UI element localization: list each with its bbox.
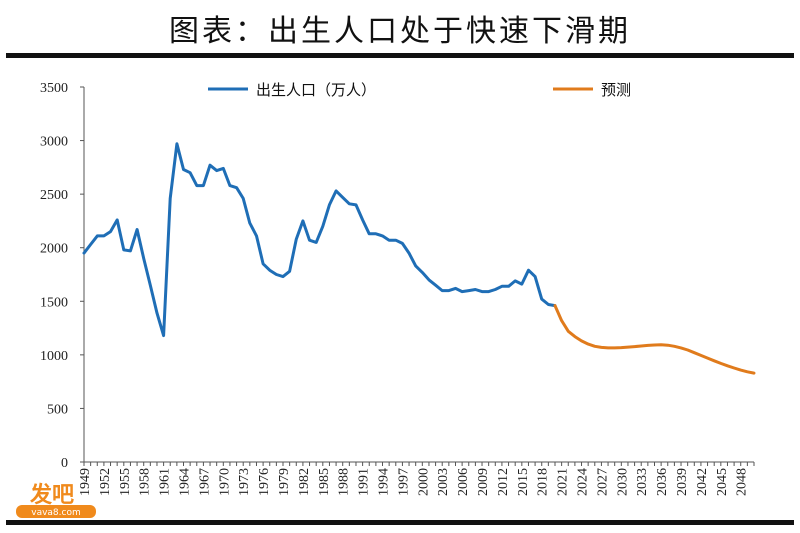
y-tick-label: 0 <box>61 456 68 471</box>
y-tick-label: 1000 <box>40 349 68 364</box>
watermark-site: vava8.com <box>31 508 81 518</box>
y-tick-label: 2000 <box>40 242 68 257</box>
series-forecast-line <box>553 304 756 375</box>
x-tick-label: 1961 <box>158 468 173 496</box>
watermark-badge <box>16 505 96 518</box>
legend-label-forecast: 预测 <box>601 81 631 99</box>
x-tick-label: 2012 <box>496 468 511 496</box>
watermark-logo: 发吧 vava8.com <box>16 482 96 518</box>
y-tick-label: 3500 <box>40 81 68 96</box>
x-tick-label: 1994 <box>377 468 392 496</box>
x-tick-label: 1973 <box>237 468 252 496</box>
x-tick-label: 1955 <box>118 468 133 496</box>
x-tick-label: 1997 <box>396 468 411 496</box>
chart-title: 图表：出生人口处于快速下滑期 <box>169 14 631 49</box>
x-tick-label: 2000 <box>416 468 431 496</box>
x-tick-label: 1985 <box>317 468 332 496</box>
top-rule <box>6 53 794 58</box>
x-tick-label: 1952 <box>98 468 113 496</box>
x-tick-label: 2030 <box>615 468 630 496</box>
y-tick-label: 2500 <box>40 188 68 203</box>
legend: 出生人口（万人） 预测 <box>208 81 631 99</box>
x-tick-label: 2027 <box>595 468 610 496</box>
bottom-rule <box>6 520 794 525</box>
x-tick-label: 1988 <box>337 468 352 496</box>
y-tick-label: 1500 <box>40 295 68 310</box>
series-lines <box>82 142 756 375</box>
y-tick-label: 3000 <box>40 135 68 150</box>
x-tick-label: 2039 <box>675 468 690 496</box>
series-actual-line <box>82 142 557 338</box>
x-tick-label: 1958 <box>138 468 153 496</box>
x-tick-label: 1967 <box>197 468 212 496</box>
x-tick-label: 2015 <box>516 468 531 496</box>
x-tick-label: 2036 <box>655 468 670 496</box>
x-tick-label: 1982 <box>297 468 312 496</box>
y-axis-ticks: 0 500 1000 1500 2000 2500 3000 3500 <box>40 81 84 471</box>
x-tick-label: 2018 <box>536 468 551 496</box>
x-tick-label: 1964 <box>178 468 193 496</box>
x-tick-label: 1949 <box>78 468 93 496</box>
x-tick-label: 2009 <box>476 468 491 496</box>
x-tick-label: 2021 <box>556 468 571 496</box>
x-tick-label: 1991 <box>357 468 372 496</box>
x-tick-label: 1979 <box>277 468 292 496</box>
watermark-brand: 发吧 <box>29 482 74 508</box>
x-tick-label: 2033 <box>635 468 650 496</box>
x-tick-label: 2003 <box>436 468 451 496</box>
legend-label-actual: 出生人口（万人） <box>256 81 376 99</box>
axes <box>83 87 754 463</box>
x-tick-label: 1970 <box>217 468 232 496</box>
x-tick-label: 2006 <box>456 468 471 496</box>
x-tick-label: 2045 <box>715 468 730 496</box>
x-axis-ticks: 1949 1952 1955 1958 1961 1964 1967 1970 1973 1976… <box>78 462 755 496</box>
x-tick-label: 2042 <box>695 468 710 496</box>
x-tick-label: 2048 <box>735 468 750 496</box>
x-tick-label: 2024 <box>576 468 591 496</box>
x-tick-label: 1976 <box>257 468 272 496</box>
y-tick-label: 500 <box>47 402 68 417</box>
